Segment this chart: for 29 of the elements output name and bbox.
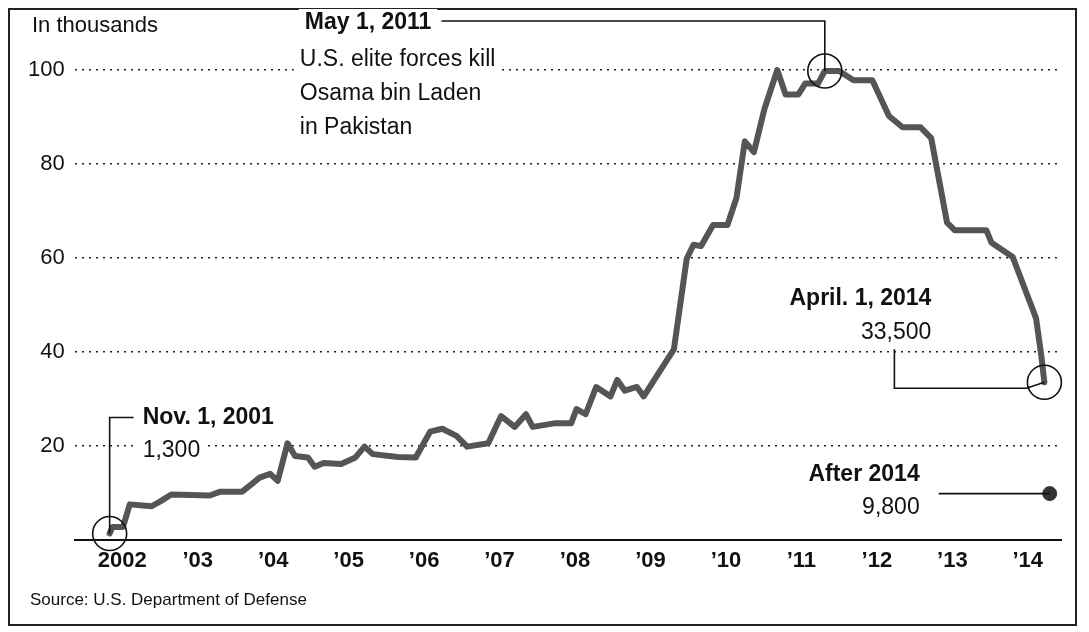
annotation: 1,300 — [142, 436, 201, 463]
x-tick-label: ’12 — [861, 546, 893, 572]
x-tick-label: ’11 — [786, 546, 817, 572]
x-tick-label: ’08 — [559, 546, 591, 572]
x-tick-label: ’14 — [1012, 546, 1044, 572]
y-tick-label: 80 — [40, 149, 65, 175]
annotation: After 2014 — [808, 459, 920, 486]
annotation: U.S. elite forces kill Osama bin Laden in Pakistan — [299, 44, 496, 139]
x-tick-label: ’07 — [484, 546, 515, 572]
annotation: 33,500 — [861, 318, 932, 345]
x-tick-label: ’04 — [257, 546, 290, 572]
x-tick-label: ’10 — [710, 546, 742, 572]
x-tick-label: ’09 — [635, 546, 666, 572]
y-tick-label: 100 — [27, 56, 65, 82]
y-axis-title: In thousands — [32, 12, 158, 37]
x-tick-label: ’05 — [333, 546, 364, 572]
annotation: May 1, 2011 — [304, 7, 432, 34]
annotation: Nov. 1, 2001 — [142, 403, 275, 430]
annotation: 9,800 — [862, 492, 920, 519]
point — [1042, 486, 1058, 502]
y-tick-label: 40 — [40, 337, 65, 363]
annotation: April. 1, 2014 — [789, 284, 932, 311]
source-note: Source: U.S. Department of Defense — [30, 590, 307, 611]
x-tick-label: 2002 — [97, 546, 147, 572]
x-tick-label: ’13 — [937, 546, 968, 572]
x-tick-label: ’06 — [408, 546, 440, 572]
x-tick-label: ’03 — [182, 546, 214, 572]
y-tick-label: 60 — [40, 243, 65, 269]
y-tick-label: 20 — [40, 431, 65, 457]
